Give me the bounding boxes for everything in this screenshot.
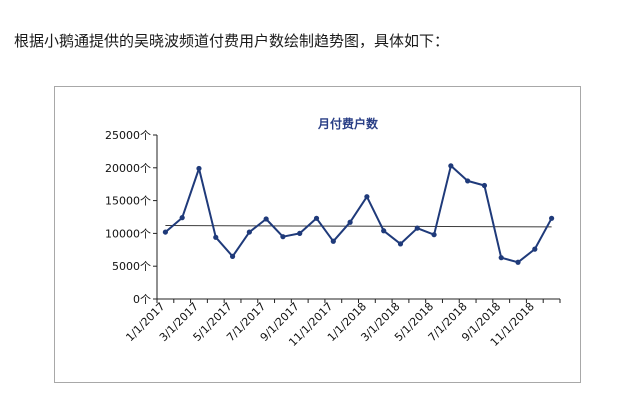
- data-point: [297, 230, 303, 236]
- y-tick-label: 10000个: [105, 227, 151, 240]
- y-tick-label: 0个: [133, 293, 151, 306]
- x-axis-ticks: 1/1/20173/1/20175/1/20177/1/20179/1/2017…: [123, 299, 561, 349]
- data-point: [481, 182, 488, 189]
- y-tick-label: 5000个: [112, 260, 151, 273]
- data-point: [465, 178, 471, 184]
- chart-frame: 月付费户数 0个 5000个 10000个 15000个 20000个 25000个 1/…: [54, 86, 581, 383]
- data-point: [246, 229, 252, 235]
- data-point: [213, 234, 219, 240]
- data-point: [515, 259, 521, 265]
- line-chart: 月付费户数 0个 5000个 10000个 15000个 20000个 25000个 1/…: [105, 116, 561, 349]
- data-point: [347, 219, 353, 225]
- data-point: [280, 234, 286, 240]
- data-point: [330, 238, 336, 244]
- data-point: [313, 215, 320, 221]
- data-point: [532, 246, 538, 252]
- chart-axes: [156, 135, 560, 300]
- data-point: [414, 225, 420, 231]
- y-tick-label: 25000个: [105, 129, 151, 142]
- data-point: [448, 163, 454, 169]
- trendline-group: [165, 225, 552, 228]
- series-group: [162, 163, 555, 265]
- data-point: [381, 228, 387, 234]
- chart-title: 月付费户数: [317, 116, 379, 131]
- y-tick-label: 15000个: [105, 195, 151, 208]
- data-point: [229, 253, 236, 259]
- data-point: [431, 232, 437, 238]
- series-line: [164, 164, 553, 264]
- data-point: [196, 165, 202, 172]
- intro-text: 根据小鹅通提供的吴晓波频道付费用户数绘制趋势图，具体如下：: [14, 32, 450, 50]
- trendline: [165, 225, 552, 228]
- data-point: [162, 229, 168, 235]
- y-axis-ticks: 0个 5000个 10000个 15000个 20000个 25000个: [105, 129, 157, 306]
- data-point: [498, 255, 504, 261]
- data-point: [179, 215, 185, 221]
- data-point: [549, 215, 555, 221]
- data-point: [364, 194, 370, 200]
- data-point: [397, 241, 404, 247]
- data-point: [263, 216, 269, 222]
- y-tick-label: 20000个: [105, 162, 151, 175]
